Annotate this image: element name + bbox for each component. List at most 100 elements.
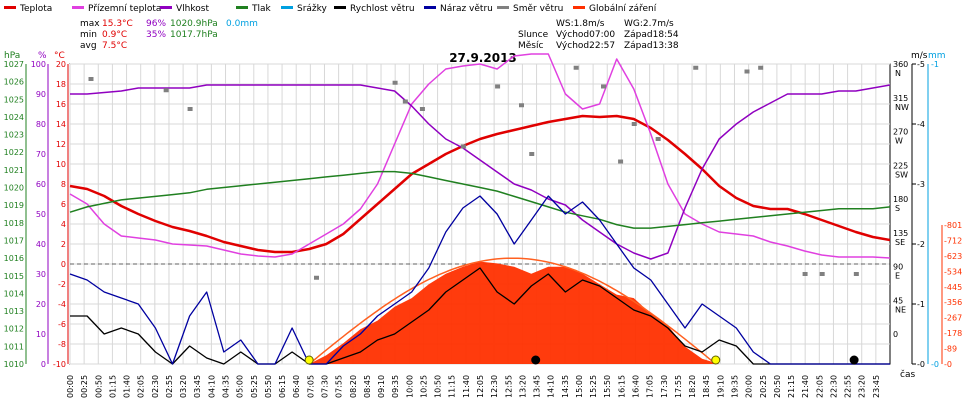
pressure-tick-3: 1024 bbox=[4, 113, 24, 122]
series-line-1 bbox=[69, 53, 891, 259]
humidity-tick-6: 40 bbox=[36, 240, 46, 249]
time-tick-27: 11:15 bbox=[448, 375, 457, 398]
time-tick-50: 20:50 bbox=[773, 375, 782, 398]
direction-mark-1 bbox=[163, 88, 169, 93]
time-tick-53: 22:05 bbox=[815, 375, 824, 398]
stat-max-hum: 96% bbox=[146, 19, 166, 29]
radiation-tick-3: -534 bbox=[944, 267, 962, 276]
time-tick-11: 04:35 bbox=[222, 375, 231, 398]
legend-swatch-6 bbox=[424, 6, 436, 9]
time-tick-6: 02:30 bbox=[151, 375, 160, 398]
time-tick-8: 03:20 bbox=[179, 375, 188, 398]
time-tick-35: 14:35 bbox=[561, 375, 570, 398]
time-tick-7: 02:55 bbox=[165, 375, 174, 398]
time-tick-56: 23:20 bbox=[858, 375, 867, 398]
direction-mark-7 bbox=[460, 144, 466, 149]
legend-swatch-0 bbox=[4, 6, 16, 9]
time-tick-31: 12:55 bbox=[504, 375, 513, 398]
direction-mark-2 bbox=[187, 107, 193, 111]
time-tick-41: 17:05 bbox=[646, 375, 655, 398]
direction-tick-0: 360 bbox=[893, 60, 908, 69]
pressure-tick-16: 1011 bbox=[4, 342, 24, 351]
time-tick-13: 05:25 bbox=[250, 375, 259, 398]
direction-tick-2: 270 bbox=[893, 128, 908, 137]
stat-avg-temp: 7.5°C bbox=[102, 41, 127, 51]
time-tick-44: 18:20 bbox=[688, 375, 697, 398]
moonset-marker bbox=[531, 355, 541, 365]
wind-tick-5: -0 bbox=[917, 360, 925, 369]
direction-label-1: NW bbox=[895, 103, 909, 112]
stat-moonset: Západ13:38 bbox=[624, 41, 679, 51]
wind-tick-2: -3 bbox=[917, 180, 925, 189]
direction-mark-12 bbox=[601, 84, 606, 89]
humidity-tick-9: 10 bbox=[36, 330, 46, 339]
time-tick-57: 23:45 bbox=[872, 375, 881, 398]
time-tick-9: 03:45 bbox=[193, 375, 202, 398]
pressure-tick-8: 1019 bbox=[4, 201, 24, 210]
humidity-tick-8: 20 bbox=[36, 300, 46, 309]
sun-moon-markers bbox=[304, 355, 859, 365]
time-tick-16: 06:40 bbox=[292, 375, 301, 398]
direction-tick-6: 90 bbox=[893, 263, 903, 272]
humidity-tick-4: 60 bbox=[36, 180, 46, 189]
time-tick-29: 12:05 bbox=[476, 375, 485, 398]
direction-mark-16 bbox=[693, 65, 699, 70]
pressure-tick-13: 1014 bbox=[4, 289, 24, 298]
pressure-tick-1: 1026 bbox=[4, 78, 24, 87]
pressure-tick-9: 1018 bbox=[4, 219, 24, 228]
time-tick-37: 15:25 bbox=[589, 375, 598, 398]
direction-mark-8 bbox=[495, 84, 501, 89]
series-lines bbox=[69, 53, 891, 365]
stat-sunset: Západ18:54 bbox=[624, 30, 679, 40]
time-tick-1: 00:25 bbox=[80, 375, 89, 398]
pressure-tick-10: 1017 bbox=[4, 236, 24, 245]
legend-swatch-8 bbox=[573, 6, 585, 9]
stat-max-rain: 0.0mm bbox=[226, 19, 258, 29]
humidity-tick-7: 30 bbox=[36, 270, 46, 279]
axis-units: hPa % °C m/s mm bbox=[4, 51, 946, 61]
rain-tick-1: -0 bbox=[931, 360, 939, 369]
unit-wind: m/s bbox=[911, 51, 928, 61]
direction-mark-18 bbox=[758, 65, 764, 70]
pressure-tick-12: 1015 bbox=[4, 272, 24, 281]
time-tick-30: 12:30 bbox=[490, 375, 499, 398]
legend-swatch-5 bbox=[334, 6, 346, 9]
temp-tick-10: 0 bbox=[61, 260, 66, 269]
direction-tick-3: 225 bbox=[893, 161, 908, 170]
direction-mark-5 bbox=[402, 99, 408, 104]
chart-title: 27.9.2013 bbox=[449, 51, 517, 65]
temp-tick-9: 2 bbox=[61, 240, 66, 249]
sunset-marker bbox=[711, 355, 721, 365]
time-tick-42: 17:30 bbox=[660, 375, 669, 398]
time-tick-12: 05:00 bbox=[236, 375, 245, 398]
time-tick-25: 10:25 bbox=[419, 375, 428, 398]
temp-tick-7: 6 bbox=[61, 200, 66, 209]
pressure-tick-4: 1023 bbox=[4, 131, 24, 140]
time-tick-20: 08:20 bbox=[349, 375, 358, 398]
time-tick-18: 07:30 bbox=[320, 375, 329, 398]
time-tick-2: 00:50 bbox=[94, 375, 103, 398]
stat-sun-label: Slunce bbox=[518, 30, 549, 40]
series-line-2 bbox=[70, 84, 891, 260]
time-tick-46: 19:10 bbox=[716, 375, 725, 398]
time-tick-19: 07:55 bbox=[335, 375, 344, 398]
radiation-area bbox=[70, 257, 890, 365]
time-tick-45: 18:45 bbox=[702, 375, 711, 398]
direction-mark-19 bbox=[802, 272, 808, 276]
time-tick-55: 22:55 bbox=[844, 375, 853, 398]
stat-moon-label: Měsíc bbox=[518, 41, 543, 51]
time-tick-14: 05:50 bbox=[264, 375, 273, 398]
direction-mark-15 bbox=[655, 137, 661, 141]
time-tick-21: 08:45 bbox=[363, 375, 372, 398]
legend-label-0: Teplota bbox=[19, 4, 52, 14]
temp-tick-4: 12 bbox=[56, 140, 66, 149]
legend-label-5: Rychlost větru bbox=[350, 4, 415, 14]
stat-wg: WG:2.7m/s bbox=[624, 19, 674, 29]
temp-tick-3: 14 bbox=[56, 120, 66, 129]
humidity-tick-3: 70 bbox=[36, 150, 46, 159]
temp-tick-0: 20 bbox=[56, 60, 66, 69]
radiation-theoretical-curve bbox=[308, 257, 717, 365]
temp-tick-6: 8 bbox=[61, 180, 66, 189]
radiation-tick-5: -356 bbox=[944, 298, 962, 307]
